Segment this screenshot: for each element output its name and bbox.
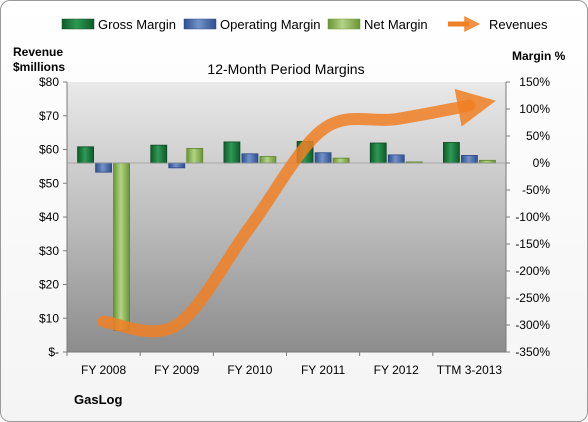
left-tick-label: $80 [39, 75, 59, 89]
left-tick-label: $50 [39, 176, 59, 190]
net-margin-bar [479, 159, 496, 164]
gross-margin-bar [223, 141, 241, 164]
legend-label-revenues: Revenues [489, 17, 548, 32]
left-axis-label-line1: Revenue [13, 45, 63, 59]
operating-margin-bar [314, 152, 332, 164]
operating-margin-bar [461, 155, 478, 164]
left-tick-label: $70 [39, 109, 59, 123]
right-tick-label: 100% [519, 102, 550, 116]
left-tick-label: $- [48, 345, 59, 359]
category-axis: FY 2008 FY 2009 FY 2010 FY 2011 FY 2012 TTM 3… [66, 352, 503, 377]
right-axis-label: Margin % [512, 49, 566, 63]
category-label: FY 2011 [301, 363, 346, 377]
right-tick-label: -200% [515, 264, 550, 278]
category-label: TTM 3-2013 [437, 363, 503, 377]
operating-margin-bar [241, 153, 259, 164]
legend-label-net-margin: Net Margin [364, 17, 428, 32]
gross-margin-bar [443, 142, 460, 164]
operating-margin-bar [95, 162, 112, 173]
left-tick-label: $30 [39, 244, 59, 258]
right-tick-label: 0% [533, 156, 551, 170]
left-axis-label-line2: $millions [13, 60, 65, 74]
right-tick-label: 150% [519, 75, 550, 89]
right-tick-label: -100% [515, 210, 550, 224]
left-tick-label: $10 [39, 311, 59, 325]
legend-label-gross-margin: Gross Margin [98, 17, 176, 32]
right-tick-label: -250% [515, 291, 550, 305]
left-tick-label: $40 [39, 210, 59, 224]
right-axis: -350% -300% -250% -200% -150% -100% -50% 0% 50% 1… [505, 75, 551, 359]
right-tick-label: 50% [526, 129, 550, 143]
legend-label-operating-margin: Operating Margin [220, 17, 320, 32]
operating-margin-bar [168, 162, 186, 169]
net-margin-bar [113, 162, 130, 331]
legend: Gross Margin Operating Margin Net Margin… [61, 15, 548, 33]
gross-margin-bar [150, 144, 168, 164]
left-tick-label: $20 [39, 278, 59, 292]
left-tick-label: $60 [39, 143, 59, 157]
operating-margin-bar [387, 154, 405, 164]
right-tick-label: -50% [522, 183, 550, 197]
category-label: FY 2009 [154, 363, 199, 377]
legend-swatch-net-margin [327, 18, 361, 30]
legend-swatch-gross-margin [61, 18, 95, 30]
gross-margin-bar [77, 146, 94, 164]
net-margin-bar [332, 157, 350, 164]
category-label: FY 2008 [81, 363, 126, 377]
gross-margin-bar [369, 142, 387, 164]
footer-company-name: GasLog [74, 392, 122, 407]
category-label: FY 2010 [227, 363, 272, 377]
revenue-line [97, 88, 496, 338]
net-margin-bar [186, 148, 204, 164]
right-tick-label: -150% [515, 237, 550, 251]
plot-area [67, 82, 506, 352]
revenue-line-series [97, 88, 496, 338]
right-tick-label: -350% [515, 345, 550, 359]
category-label: FY 2012 [374, 363, 419, 377]
legend-swatch-operating-margin [183, 18, 217, 30]
chart-title: 12-Month Period Margins [207, 61, 364, 77]
net-margin-bar [259, 156, 277, 164]
right-tick-label: -300% [515, 318, 550, 332]
